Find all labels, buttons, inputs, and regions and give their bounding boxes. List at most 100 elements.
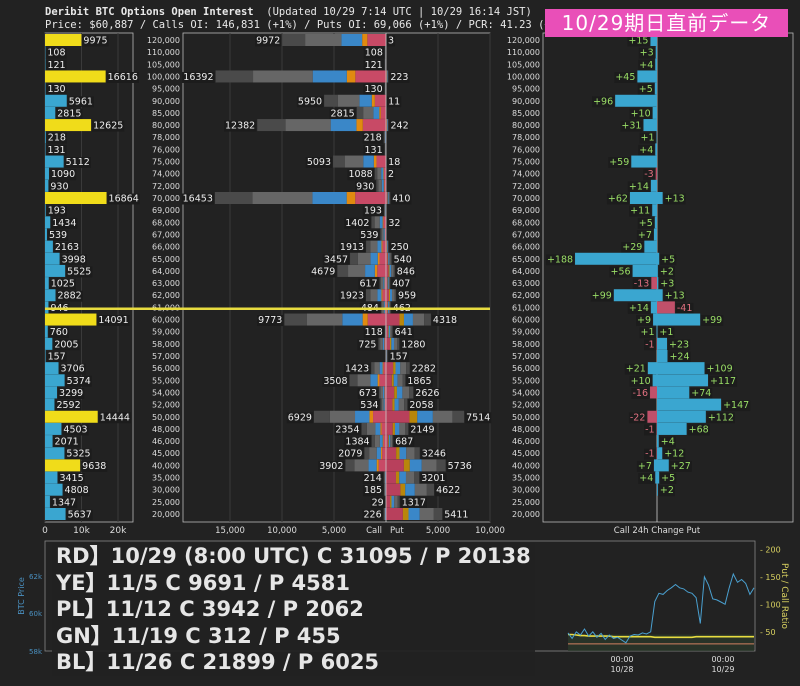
call-bar-segment <box>377 252 380 265</box>
call-bar-segment <box>370 374 378 387</box>
total-label-bg <box>51 217 78 229</box>
expiry-gn: GN】11/19 C 312 / P 455 <box>56 623 341 648</box>
put-bar-segment <box>390 495 392 508</box>
call-change-label-bg <box>629 205 652 217</box>
total-label: 130 <box>47 84 65 95</box>
call-bar-segment <box>384 179 386 192</box>
call-change-label-bg <box>620 120 643 132</box>
total-label: 2592 <box>56 400 80 411</box>
put-change-bar <box>657 264 658 277</box>
put-oi-label-bg <box>420 448 447 460</box>
call-bar-segment <box>381 167 384 180</box>
total-label: 3299 <box>59 388 83 399</box>
call-oi-label: 4679 <box>311 266 335 277</box>
call-change-bar <box>651 277 657 290</box>
strike-label: 74,000 <box>512 170 540 179</box>
total-label-bg <box>66 509 93 521</box>
price-y-tick: 60k <box>29 610 43 618</box>
put-bar-segment <box>402 374 406 387</box>
strike-label: 67,000 <box>512 230 540 239</box>
put-change-label: +74 <box>691 388 711 399</box>
call-oi-label: 1088 <box>348 169 372 180</box>
call-change-label: +4 <box>639 145 653 156</box>
call-bar-segment <box>362 313 368 326</box>
expiry-pl: PL】11/12 C 3942 / P 2062 <box>56 597 364 621</box>
call-oi-label: 539 <box>360 230 378 241</box>
strike-label: 62,000 <box>512 291 540 300</box>
call-change-bar <box>652 374 657 387</box>
put-change-label: +1 <box>659 327 673 338</box>
put-change-bar <box>657 192 663 204</box>
total-bar <box>45 119 92 132</box>
put-bar-segment <box>388 277 390 290</box>
total-bar <box>45 410 98 423</box>
call-oi-label-bg <box>182 71 215 83</box>
call-bar-segment <box>374 216 380 229</box>
call-change-label: +10 <box>631 108 651 119</box>
call-bar-segment <box>383 228 385 241</box>
put-bar-segment <box>386 337 390 350</box>
call-change-label-bg <box>629 375 652 387</box>
call-change-bar <box>655 471 657 484</box>
call-change-label: +3 <box>640 48 654 59</box>
strike-label: 110,000 <box>147 48 180 57</box>
time-x-tick: 00:00 <box>711 655 734 664</box>
put-oi-label: 1280 <box>401 339 425 350</box>
total-label-bg <box>107 193 140 205</box>
put-change-bar <box>657 252 660 265</box>
put-change-label-bg <box>660 254 677 266</box>
total-bar <box>45 301 49 314</box>
call-change-bar <box>632 264 657 277</box>
put-change-label: +23 <box>669 339 689 350</box>
put-change-label-bg <box>668 351 691 363</box>
call-bar-segment <box>370 289 378 302</box>
call-oi-label: 12382 <box>225 121 255 132</box>
strike-label: 61,000 <box>512 303 540 312</box>
put-oi-label: 1317 <box>402 497 426 508</box>
call-bar-segment <box>380 228 382 241</box>
pcr-y-tick: - 100 <box>760 600 781 609</box>
put-bar-segment <box>409 410 418 423</box>
total-bar <box>45 289 56 302</box>
put-oi-label-bg <box>394 436 415 448</box>
put-bar-segment <box>399 447 407 460</box>
total-label: 1347 <box>52 497 76 508</box>
total-label: 108 <box>47 48 65 59</box>
call-oi-label: 226 <box>364 510 382 521</box>
call-bar-segment <box>376 447 382 460</box>
total-bar <box>45 435 53 448</box>
strike-label: 30,000 <box>152 486 180 495</box>
call-change-bar <box>637 70 657 83</box>
strike-label: 58,000 <box>512 340 540 349</box>
call-change-bar <box>644 240 657 253</box>
total-label: 4808 <box>65 485 89 496</box>
call-change-label-bg <box>637 84 654 96</box>
put-oi-label-bg <box>387 169 396 181</box>
put-bar-segment <box>386 471 396 484</box>
call-bar-segment <box>374 167 378 180</box>
call-change-bar <box>655 58 657 71</box>
put-oi-label-bg <box>395 266 416 278</box>
put-bar-segment <box>395 471 400 484</box>
total-bar <box>45 167 49 180</box>
strike-label: 58,000 <box>152 340 180 349</box>
call-change-label: +14 <box>629 303 649 314</box>
call-oi-label: 193 <box>364 206 382 217</box>
total-label: 2005 <box>54 339 78 350</box>
call-bar-segment <box>282 34 306 46</box>
call-change-bar <box>655 143 657 156</box>
call-bar-segment <box>329 410 356 423</box>
call-bar-segment <box>364 447 370 460</box>
put-oi-label-bg <box>389 242 410 254</box>
call-bar-segment <box>382 301 384 314</box>
call-bar-segment <box>214 192 253 204</box>
total-x-tick: 20k <box>110 526 127 536</box>
call-bar-segment <box>284 313 307 326</box>
total-label: 157 <box>48 352 66 363</box>
put-bar-segment <box>392 398 395 411</box>
total-label-bg <box>49 169 77 181</box>
call-bar-segment <box>373 106 380 119</box>
total-label-bg <box>46 351 67 363</box>
strike-label: 69,000 <box>152 206 180 215</box>
call-bar-segment <box>349 374 358 387</box>
